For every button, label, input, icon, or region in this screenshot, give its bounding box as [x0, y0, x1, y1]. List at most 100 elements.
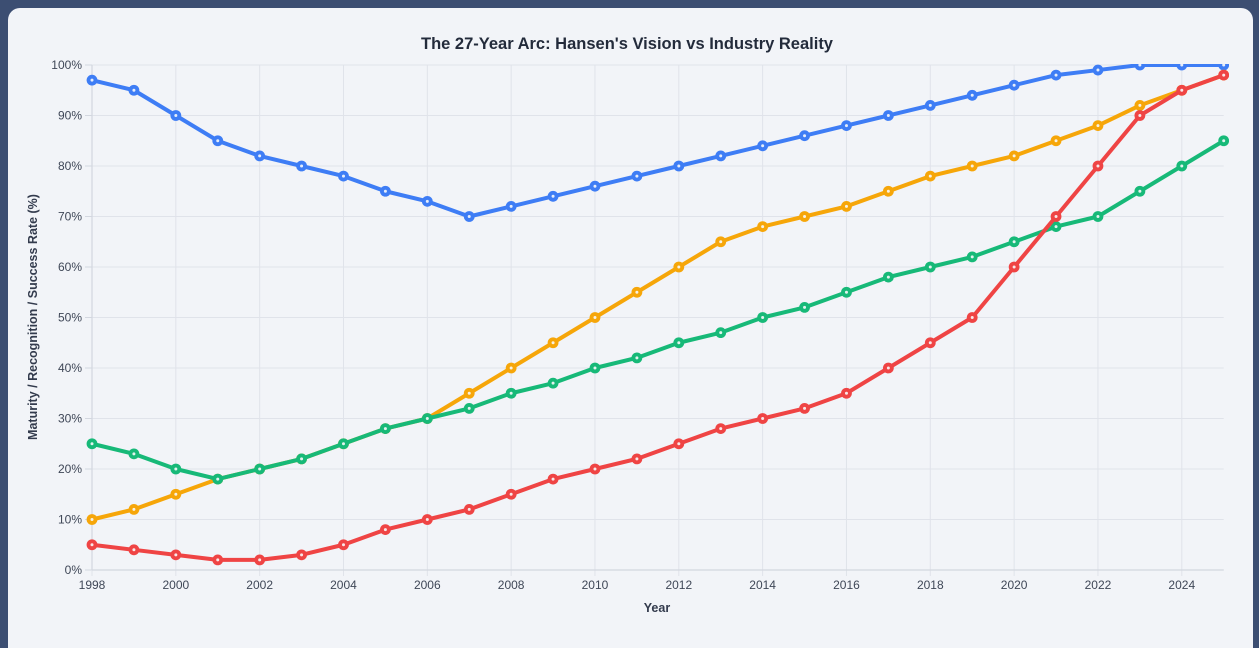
series-orange-point-center — [635, 290, 639, 294]
x-tick-label: 2020 — [1001, 578, 1028, 592]
y-tick-label: 20% — [58, 462, 82, 476]
x-tick-label: 2006 — [414, 578, 441, 592]
y-tick-label: 50% — [58, 311, 82, 325]
series-orange-point-center — [677, 265, 681, 269]
series-green-point-center — [886, 275, 890, 279]
series-blue-point-center — [90, 78, 94, 82]
series-green-point-center — [551, 381, 555, 385]
series-green-point-center — [341, 442, 345, 446]
series-green-point-center — [509, 391, 513, 395]
series-orange-point-center — [1138, 103, 1142, 107]
series-green-point-center — [1180, 164, 1184, 168]
series-blue-point-center — [635, 174, 639, 178]
x-tick-label: 2024 — [1168, 578, 1195, 592]
series-red-point-center — [1180, 88, 1184, 92]
series-red-point-center — [803, 406, 807, 410]
series-blue-point[interactable] — [1176, 60, 1188, 71]
series-green-point-center — [174, 467, 178, 471]
series-blue-point-center — [1012, 83, 1016, 87]
series-red-point-center — [1054, 215, 1058, 218]
series-orange-point-center — [467, 391, 471, 395]
series-blue-point-center — [216, 139, 220, 143]
series-blue-point-center — [928, 103, 932, 107]
series-blue-point[interactable] — [1218, 60, 1229, 71]
series-orange-point-center — [803, 215, 807, 218]
series-blue-point-center — [719, 154, 723, 158]
series-red-point-center — [216, 558, 220, 562]
series-blue-point-center — [341, 174, 345, 178]
series-blue-point-center — [132, 88, 136, 92]
series-red-point-center — [383, 528, 387, 532]
series-red-line — [90, 73, 1226, 562]
series-blue-point-center — [886, 114, 890, 117]
series-green-point-center — [803, 305, 807, 309]
series-blue-point-center — [425, 199, 429, 203]
y-tick-label: 100% — [51, 58, 82, 72]
series-red-point-center — [970, 316, 974, 319]
series-red-point-center — [1222, 73, 1226, 77]
series-red-point-center — [1138, 114, 1142, 117]
x-tick-label: 2016 — [833, 578, 860, 592]
series-blue-point-center — [970, 93, 974, 97]
series-green-point-center — [677, 341, 681, 345]
y-axis-label: Maturity / Recognition / Success Rate (%… — [26, 194, 40, 440]
series-red-point-center — [425, 518, 429, 521]
y-tick-label: 0% — [65, 563, 83, 577]
series-blue-line — [90, 64, 1226, 219]
series-red-point-center — [593, 467, 597, 471]
series-green-point-center — [90, 442, 94, 446]
series-green-point-center — [593, 366, 597, 370]
x-tick-label: 2000 — [162, 578, 189, 592]
series-red-point-center — [174, 553, 178, 557]
series-green-point-center — [1054, 225, 1058, 229]
series-blue-point-center — [593, 184, 597, 188]
x-tick-label: 2008 — [498, 578, 525, 592]
chart-title: The 27-Year Arc: Hansen's Vision vs Indu… — [421, 35, 834, 53]
x-tick-label: 2004 — [330, 578, 357, 592]
series-orange-point-center — [761, 225, 765, 229]
x-tick-label: 2014 — [749, 578, 776, 592]
series-green-point-center — [635, 356, 639, 360]
series-green-point-center — [300, 457, 304, 461]
series-blue-point-center — [383, 189, 387, 193]
series-red-point-center — [258, 558, 262, 562]
series-red-point-center — [341, 543, 345, 547]
series-green-point-center — [216, 477, 220, 481]
series-blue-point-center — [551, 194, 555, 198]
series-red-point-center — [1096, 164, 1100, 168]
series-orange-point-center — [1054, 139, 1058, 143]
series-red-point-center — [90, 543, 94, 547]
chart-card — [8, 8, 1253, 648]
chart-canvas[interactable]: 0% 10% 20% 30% 40% 50% 60% 70% 80% 90% 100% 1998 200… — [0, 0, 1259, 629]
series-blue-point[interactable] — [1134, 60, 1146, 71]
series-green-point-center — [761, 316, 765, 319]
series-orange-point-center — [132, 507, 136, 511]
axis-labels-layer: 0% 10% 20% 30% 40% 50% 60% 70% 80% 90% 100% 1998 200… — [51, 58, 1195, 592]
series-orange-point-center — [551, 341, 555, 345]
y-tick-label: 60% — [58, 260, 82, 274]
series-red-point-center — [509, 492, 513, 496]
series-green-line — [90, 138, 1226, 482]
x-axis-label: Year — [644, 601, 671, 615]
series-red-point-center — [677, 442, 681, 446]
x-tick-label: 2010 — [582, 578, 609, 592]
series-orange-point-center — [509, 366, 513, 370]
series-red-point-center — [1012, 265, 1016, 269]
x-tick-label: 2018 — [917, 578, 944, 592]
x-tick-label: 2012 — [665, 578, 692, 592]
series-green-point-center — [1012, 240, 1016, 244]
series-red-point-center — [719, 427, 723, 431]
y-tick-label: 80% — [58, 159, 82, 173]
series-orange-point-center — [719, 240, 723, 244]
series-green-point-center — [1138, 189, 1142, 193]
series-orange-point-center — [1096, 124, 1100, 128]
y-tick-label: 90% — [58, 109, 82, 123]
series-green-point-center — [467, 406, 471, 410]
series-red-point-center — [761, 417, 765, 420]
series-green-point-center — [970, 255, 974, 259]
series-orange-point-center — [844, 204, 848, 208]
series-red-point-center — [132, 548, 136, 552]
series-orange-point-center — [928, 174, 932, 178]
series-blue-point-center — [174, 114, 178, 117]
series-orange-point-center — [1012, 154, 1016, 158]
